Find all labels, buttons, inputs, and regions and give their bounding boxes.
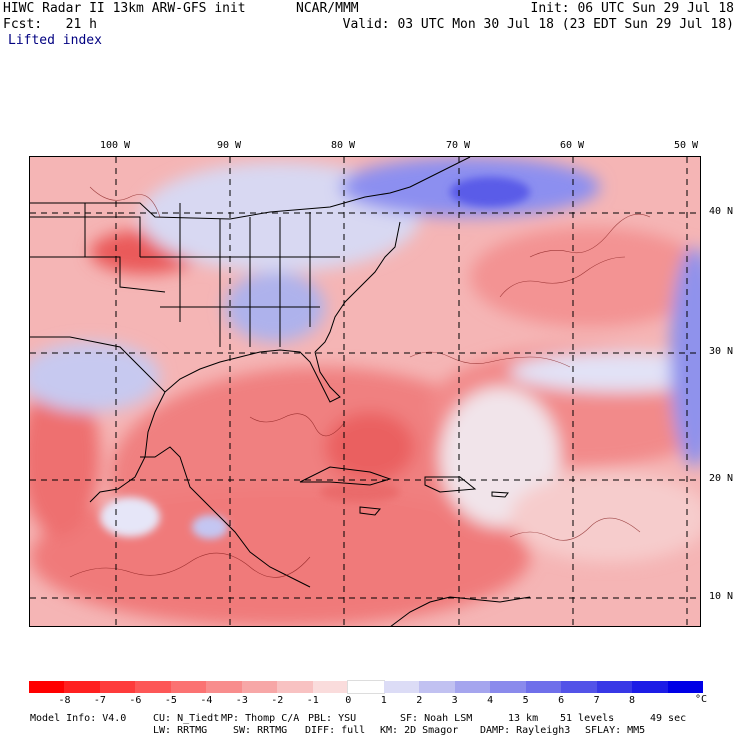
lat-label-40n: 40 N [709, 206, 734, 217]
colorbar-label: 6 [558, 695, 565, 706]
sw-scheme: SW: RRTMG [233, 725, 288, 736]
lat-lon-grid [30, 157, 700, 626]
colorbar-swatch [312, 681, 349, 693]
lon-label-70w: 70 W [445, 140, 471, 151]
vertical-levels: 51 levels [560, 713, 615, 724]
lon-label-80w: 80 W [330, 140, 356, 151]
state-lines [30, 203, 340, 393]
lon-label-90w: 90 W [216, 140, 242, 151]
lat-label-30n: 30 N [709, 346, 734, 357]
sflay-scheme: SFLAY: MM5 [585, 725, 646, 736]
colorbar-swatch [99, 681, 136, 693]
colorbar-swatch [667, 681, 704, 693]
contour-line [89, 186, 161, 218]
init-time: Init: 06 UTC Sun 29 Jul 18 [530, 1, 735, 16]
field-hispaniola-band [320, 482, 400, 502]
map-canvas [30, 157, 700, 626]
colorbar-label: -1 [306, 695, 319, 706]
colorbar-swatch [347, 680, 386, 694]
hispaniola-outline [424, 476, 477, 493]
us-east-coast [314, 221, 401, 353]
field-name: Lifted index [8, 33, 102, 48]
colorbar-swatch [419, 681, 456, 693]
colorbar-label: 8 [629, 695, 636, 706]
colorbar-swatch [596, 681, 633, 693]
puerto-rico-outline [491, 491, 509, 498]
colorbar-label: -2 [271, 695, 284, 706]
field-northeast-atlantic [470, 227, 700, 327]
colorbar-swatch [525, 681, 562, 693]
contour-line [509, 517, 641, 541]
damp-scheme: DAMP: Rayleigh3 [480, 725, 571, 736]
colorbar-label: -8 [58, 695, 71, 706]
central-america-coast [140, 446, 311, 588]
model-info: Model Info: V4.0 [30, 713, 127, 724]
sf-scheme: SF: Noah LSM [400, 713, 473, 724]
colorbar-swatch [632, 681, 669, 693]
forecast-hour: Fcst: 21 h [3, 17, 97, 32]
cuba-outline [299, 466, 392, 486]
colorbar-swatch [241, 681, 278, 693]
field-east-stable [670, 247, 700, 467]
field-newengland-stable-core [450, 177, 530, 207]
model-title: HIWC Radar II 13km ARW-GFS init [3, 1, 246, 16]
colorbar-label: -6 [129, 695, 142, 706]
field-honduras-stable [192, 515, 228, 539]
colorbar-label: -4 [200, 695, 213, 706]
colorbar-swatch [454, 681, 491, 693]
colorbar-label: -3 [235, 695, 248, 706]
us-gulf-coast [164, 349, 341, 403]
lon-label-50w: 50 W [673, 140, 699, 151]
colorbar-swatch [490, 681, 527, 693]
colorbar-label: 7 [593, 695, 600, 706]
colorbar-swatch [64, 681, 101, 693]
contour-line [249, 413, 346, 437]
cu-scheme: CU: N_Tiedt [153, 713, 220, 724]
colorbar-swatch [29, 681, 65, 693]
colorbar-swatch [135, 681, 172, 693]
colorbar-label: -7 [93, 695, 106, 706]
colorbar-label: 1 [380, 695, 387, 706]
pbl-scheme: PBL: YSU [308, 713, 357, 724]
colorbar-swatch [383, 681, 420, 693]
lon-label-60w: 60 W [559, 140, 585, 151]
mexico-gulf-coast [89, 391, 166, 503]
lw-scheme: LW: RRTMG [153, 725, 208, 736]
valid-time: Valid: 03 UTC Mon 30 Jul 18 (23 EDT Sun … [342, 17, 734, 32]
colorbar-label: -5 [164, 695, 177, 706]
colorbar-label: 5 [522, 695, 529, 706]
colorbar-label: 3 [451, 695, 458, 706]
lifted-index-map [29, 156, 701, 627]
km-scheme: KM: 2D Smagor [380, 725, 459, 736]
lat-label-10n: 10 N [709, 591, 734, 602]
lat-label-20n: 20 N [709, 473, 734, 484]
organization: NCAR/MMM [296, 1, 359, 16]
colorbar-label: 4 [487, 695, 494, 706]
contour-line [499, 256, 626, 298]
lifted-index-detail [100, 177, 530, 539]
us-northern-boundary [30, 157, 471, 220]
jamaica-outline [359, 506, 381, 516]
colorbar-unit: °C [695, 694, 708, 705]
boundaries [30, 157, 531, 626]
lon-label-100w: 100 W [99, 140, 131, 151]
contour-line [529, 213, 651, 258]
colorbar-swatch [561, 681, 598, 693]
field-mexico-pacific [30, 377, 100, 537]
colorbar-label: 0 [345, 695, 352, 706]
resolution: 13 km [508, 713, 539, 724]
colorbar-swatch [206, 681, 243, 693]
time-step: 49 sec [650, 713, 687, 724]
colorbar-label: 2 [416, 695, 423, 706]
south-america-coast [390, 596, 531, 626]
diff-scheme: DIFF: full [305, 725, 366, 736]
colorbar-swatch [170, 681, 207, 693]
field-mexico-stable [30, 342, 160, 412]
field-east-caribbean-weak [510, 472, 700, 562]
field-cuba-hotspot [325, 412, 415, 482]
mp-scheme: MP: Thomp C/A [221, 713, 300, 724]
field-yucatan-neutral [100, 497, 160, 537]
colorbar-swatch [277, 681, 314, 693]
